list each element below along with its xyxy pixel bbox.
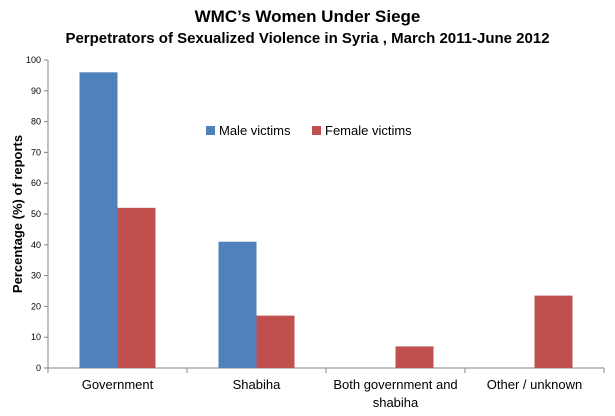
y-tick-label: 30 <box>31 271 41 281</box>
legend-label: Male victims <box>219 123 291 138</box>
y-tick-label: 40 <box>31 240 41 250</box>
y-axis-title: Percentage (%) of reports <box>10 135 25 293</box>
y-tick-label: 50 <box>31 209 41 219</box>
bar-male <box>79 72 118 368</box>
bar-female <box>395 346 434 368</box>
y-tick-label: 80 <box>31 117 41 127</box>
bar-female <box>534 295 573 368</box>
bar-female <box>256 315 295 368</box>
x-category-label: Shabiha <box>233 377 281 392</box>
bar-female <box>117 207 156 368</box>
y-tick-label: 90 <box>31 86 41 96</box>
x-category-label: Other / unknown <box>487 377 582 392</box>
y-tick-label: 10 <box>31 332 41 342</box>
bar-male <box>218 241 257 368</box>
legend-swatch <box>206 126 215 135</box>
y-tick-label: 60 <box>31 178 41 188</box>
x-category-label: Both government and <box>333 377 457 392</box>
chart-subtitle: Perpetrators of Sexualized Violence in S… <box>65 30 550 47</box>
chart-title: WMC’s Women Under Siege <box>194 7 421 26</box>
legend-label: Female victims <box>325 123 412 138</box>
x-category-label: Government <box>82 377 154 392</box>
x-category-label: shabiha <box>373 395 419 410</box>
y-tick-label: 0 <box>36 363 41 373</box>
y-tick-label: 20 <box>31 301 41 311</box>
legend-swatch <box>312 126 321 135</box>
y-tick-label: 100 <box>26 55 41 65</box>
y-tick-label: 70 <box>31 147 41 157</box>
